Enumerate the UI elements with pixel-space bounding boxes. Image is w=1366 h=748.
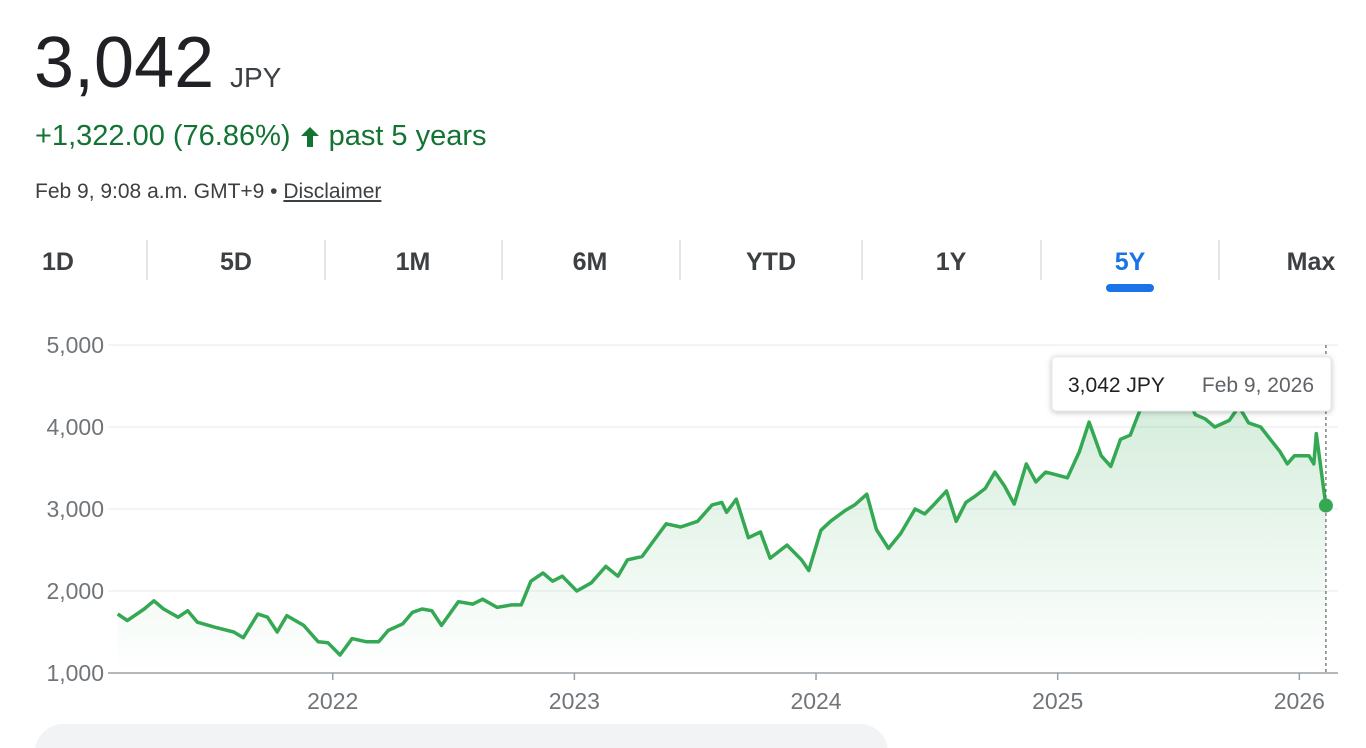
y-tick-label: 3,000 [46, 496, 104, 522]
tab[interactable]: 5Y [1115, 248, 1146, 276]
tab[interactable]: 6M [573, 248, 608, 276]
currency: JPY [230, 62, 282, 93]
tooltip-value: 3,042 JPY [1068, 374, 1165, 397]
tooltip-box [1051, 356, 1332, 412]
y-tick-label: 4,000 [46, 414, 104, 440]
x-tick-label: 2022 [307, 688, 358, 714]
tab[interactable]: 1D [42, 248, 74, 276]
up-arrow [300, 126, 319, 147]
change-row: +1,322.00 (76.86%) past 5 years [35, 120, 487, 153]
tooltip: 3,042 JPY Feb 9, 2026 [1051, 356, 1332, 412]
area-fill [117, 386, 1326, 673]
x-tick-label: 2026 [1274, 688, 1325, 714]
x-tick-label: 2025 [1032, 688, 1083, 714]
tab[interactable]: Max [1287, 248, 1336, 276]
tab[interactable]: 1M [396, 248, 431, 276]
period: past 5 years [328, 120, 487, 152]
timestamp-row: Feb 9, 9:08 a.m. GMT+9 • Disclaimer [35, 180, 381, 204]
y-tick-label: 2,000 [46, 578, 104, 604]
tab[interactable]: YTD [746, 248, 796, 276]
tooltip-date: Feb 9, 2026 [1202, 374, 1314, 397]
disclaimer-link[interactable]: Disclaimer [283, 180, 382, 203]
change: +1,322.00 (76.86%) [35, 120, 291, 152]
tab[interactable]: 5D [220, 248, 252, 276]
end-point [1318, 498, 1333, 513]
price: 3,042 [34, 23, 215, 103]
y-tick-label: 1,000 [46, 660, 104, 686]
timestamp: Feb 9, 9:08 a.m. GMT+9 • [35, 180, 278, 203]
y-tick-label: 5,000 [46, 332, 104, 358]
bottom-card [35, 724, 888, 748]
x-tick-label: 2023 [549, 688, 600, 714]
tab-indicator [1106, 284, 1154, 292]
tab[interactable]: 1Y [936, 248, 967, 276]
x-tick-label: 2024 [790, 688, 841, 714]
